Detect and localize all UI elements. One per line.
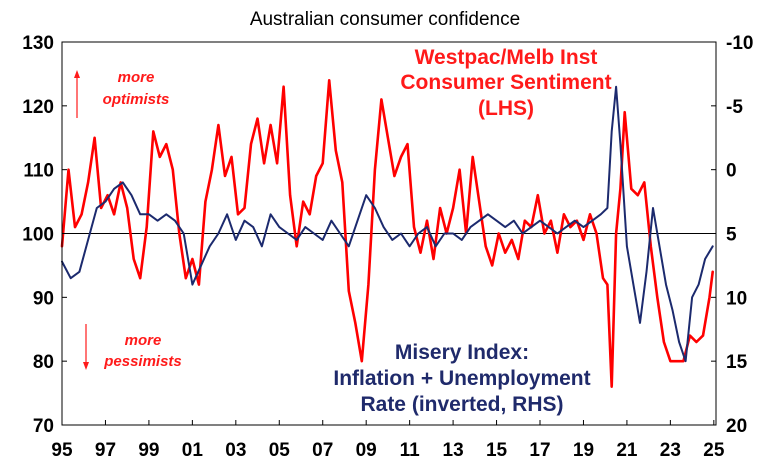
right-tick-label: -5 bbox=[726, 97, 743, 118]
right-tick-label: 0 bbox=[726, 161, 737, 182]
x-tick-label: 11 bbox=[400, 440, 421, 461]
x-tick-label: 01 bbox=[182, 440, 204, 461]
x-tick-label: 17 bbox=[529, 440, 550, 461]
westpac-annotation: Westpac/Melb Inst Consumer Sentiment (LH… bbox=[400, 46, 611, 120]
pessimists-line-1: more bbox=[125, 332, 162, 349]
misery-label-line-1: Misery Index: bbox=[395, 341, 529, 364]
x-tick-label: 97 bbox=[95, 440, 116, 461]
right-tick-label: -10 bbox=[726, 33, 753, 54]
misery-index-line bbox=[61, 85, 714, 363]
left-tick-label: 120 bbox=[22, 97, 54, 118]
x-tick-label: 21 bbox=[616, 440, 638, 461]
left-tick-label: 80 bbox=[33, 352, 54, 373]
westpac-label-line-1: Westpac/Melb Inst bbox=[415, 46, 598, 69]
x-tick-label: 05 bbox=[269, 440, 291, 461]
x-tick-label: 19 bbox=[573, 440, 594, 461]
optimists-line-1: more bbox=[118, 69, 155, 86]
chart-title: Australian consumer confidence bbox=[250, 9, 520, 30]
misery-label-line-3: Rate (inverted, RHS) bbox=[360, 393, 563, 416]
up-arrowhead-icon bbox=[74, 70, 80, 78]
x-tick-label: 03 bbox=[225, 440, 246, 461]
x-tick-label: 07 bbox=[312, 440, 333, 461]
left-tick-label: 130 bbox=[22, 33, 54, 54]
misery-annotation: Misery Index: Inflation + Unemployment R… bbox=[333, 341, 590, 416]
x-tick-label: 95 bbox=[51, 440, 73, 461]
pessimists-line-2: pessimists bbox=[103, 353, 182, 370]
pessimists-annotation: more pessimists bbox=[83, 324, 182, 370]
misery-label-line-2: Inflation + Unemployment bbox=[333, 367, 590, 390]
x-tick-label: 23 bbox=[660, 440, 681, 461]
left-tick-label: 90 bbox=[33, 288, 54, 309]
left-tick-label: 100 bbox=[22, 225, 54, 246]
x-tick-label: 25 bbox=[703, 440, 725, 461]
westpac-label-line-3: (LHS) bbox=[478, 97, 534, 120]
optimists-annotation: more optimists bbox=[74, 69, 169, 118]
down-arrowhead-icon bbox=[83, 362, 89, 370]
right-tick-label: 15 bbox=[726, 352, 748, 373]
right-tick-label: 5 bbox=[726, 225, 737, 246]
left-tick-label: 110 bbox=[23, 161, 54, 182]
x-tick-label: 09 bbox=[356, 440, 377, 461]
westpac-sentiment-line bbox=[60, 79, 715, 389]
x-tick-label: 15 bbox=[486, 440, 508, 461]
westpac-label-line-2: Consumer Sentiment bbox=[400, 71, 611, 94]
x-tick-label: 99 bbox=[138, 440, 159, 461]
right-tick-label: 10 bbox=[726, 288, 747, 309]
left-tick-label: 70 bbox=[33, 416, 54, 437]
optimists-line-2: optimists bbox=[103, 91, 170, 108]
x-tick-label: 13 bbox=[443, 440, 464, 461]
right-tick-label: 20 bbox=[726, 416, 747, 437]
